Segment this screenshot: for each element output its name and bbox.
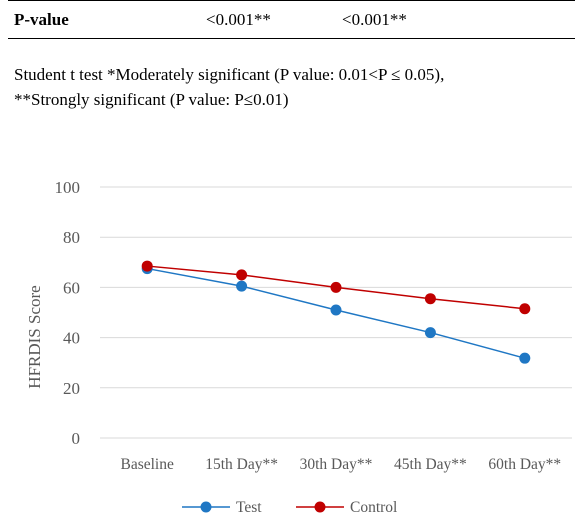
y-tick-label: 60: [63, 278, 80, 297]
y-tick-label: 40: [63, 329, 80, 348]
x-tick-label: 15th Day**: [205, 456, 278, 473]
table-cell: <0.001**: [200, 0, 336, 39]
legend: Test Control: [182, 499, 397, 515]
data-point-test: [236, 280, 248, 292]
y-tick-label: 20: [63, 379, 80, 398]
x-tick-labels: Baseline 15th Day** 30th Day** 45th Day** 60…: [121, 456, 562, 473]
y-tick-label: 100: [55, 178, 81, 197]
x-tick-label: 60th Day**: [488, 456, 561, 473]
series-points: [141, 260, 531, 364]
chart-grid: [100, 186, 572, 439]
table-row: P-value <0.001** <0.001**: [8, 0, 575, 39]
legend-marker: [314, 501, 326, 513]
x-tick-label: 30th Day**: [300, 456, 373, 473]
footnote-line: Student t test *Moderately significant (…: [14, 65, 445, 84]
data-point-test: [519, 352, 531, 364]
data-point-test: [330, 304, 342, 316]
row-label: P-value: [8, 0, 200, 39]
data-point-test: [424, 327, 436, 339]
table-footnote: Student t test *Moderately significant (…: [14, 62, 574, 112]
data-point-control: [519, 303, 531, 315]
y-tick-labels: 0 20 40 60 80 100: [55, 178, 81, 448]
data-point-control: [236, 269, 248, 281]
y-tick-label: 80: [63, 228, 80, 247]
legend-label: Test: [236, 499, 262, 515]
data-point-control: [141, 260, 153, 272]
table-cell: <0.001**: [336, 0, 575, 39]
legend-marker: [200, 501, 212, 513]
line-chart: 0 20 40 60 80 100 Baseline 15th Day** 30th Day*…: [25, 178, 572, 515]
pvalue-table: P-value <0.001** <0.001**: [8, 0, 575, 39]
pvalue-table-grid: P-value <0.001** <0.001**: [8, 0, 575, 39]
x-tick-label: 45th Day**: [394, 456, 467, 473]
y-axis-label: HFRDIS Score: [25, 285, 44, 388]
data-point-control: [330, 281, 342, 293]
data-point-control: [424, 293, 436, 305]
y-tick-label: 0: [72, 429, 81, 448]
footnote-line: **Strongly significant (P value: P≤0.01): [14, 90, 289, 109]
legend-label: Control: [350, 499, 397, 515]
x-tick-label: Baseline: [121, 456, 174, 473]
